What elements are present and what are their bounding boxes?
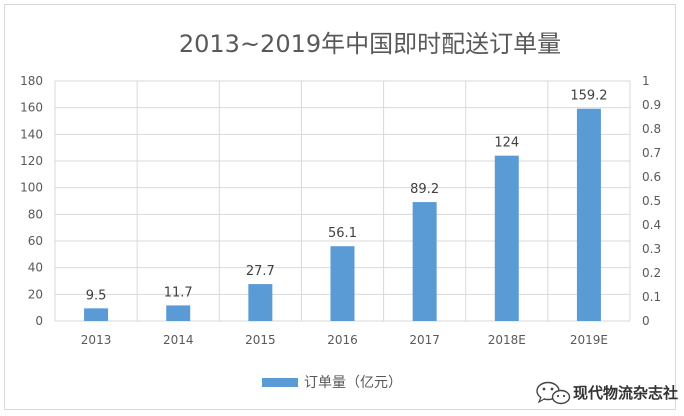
bar-series [84,108,601,321]
x-axis: 2013 2014 2015 2016 2017 2018E 2019E [81,333,608,347]
y2-tick-label: 0.6 [642,170,661,184]
bar [84,308,109,321]
watermark-text: 现代物流杂志社 [573,384,678,402]
x-tick-label: 2017 [409,333,440,347]
data-label: 159.2 [570,89,607,104]
chart-title: 2013~2019年中国即时配送订单量 [179,30,561,58]
bar [330,246,355,321]
x-tick-label: 2018E [488,333,526,347]
bar [248,284,273,321]
y-tick-label: 120 [20,154,43,168]
x-tick-label: 2016 [327,333,358,347]
y2-tick-label: 1 [642,74,650,88]
y-axis-right: 0 0.1 0.2 0.3 0.4 0.5 0.6 0.7 0.8 0.9 1 [642,74,661,328]
y-tick-label: 180 [20,74,43,88]
y2-tick-label: 0.3 [642,242,661,256]
bar [576,108,601,321]
y2-tick-label: 0.5 [642,194,661,208]
y2-tick-label: 0.2 [642,266,661,280]
wechat-icon [536,381,571,405]
data-label: 9.5 [86,288,107,303]
y2-tick-label: 0.8 [642,122,661,136]
y2-tick-label: 0.1 [642,290,661,304]
data-label: 89.2 [410,182,439,197]
data-labels: 9.5 11.7 27.7 56.1 89.2 124 159.2 [86,89,608,304]
legend: 订单量（亿元） [262,375,402,391]
y-tick-label: 100 [20,181,43,195]
y2-tick-label: 0.7 [642,146,661,160]
y2-tick-label: 0.4 [642,218,661,232]
x-tick-label: 2015 [245,333,276,347]
y2-tick-label: 0 [642,314,650,328]
data-label: 11.7 [164,285,193,300]
y-tick-label: 140 [20,127,43,141]
x-tick-label: 2019E [570,333,608,347]
y-axis-left: 0 20 40 60 80 100 120 140 160 180 [20,74,43,328]
data-label: 56.1 [328,226,357,241]
bar [412,202,437,321]
watermark: 现代物流杂志社 [536,381,678,405]
y-tick-label: 60 [28,234,43,248]
bar [166,305,191,321]
y-tick-label: 0 [35,314,43,328]
x-tick-label: 2013 [81,333,112,347]
y-tick-label: 20 [28,287,43,301]
y-tick-label: 160 [20,101,43,115]
legend-label: 订单量（亿元） [304,375,402,391]
legend-swatch [262,378,298,387]
data-label: 124 [494,136,519,151]
data-label: 27.7 [246,264,275,279]
y-tick-label: 80 [28,207,43,221]
bar [494,155,519,321]
grid-lines [54,80,631,322]
y2-tick-label: 0.9 [642,98,661,112]
y-tick-label: 40 [28,261,43,275]
chart-frame [4,4,676,410]
x-tick-label: 2014 [163,333,194,347]
